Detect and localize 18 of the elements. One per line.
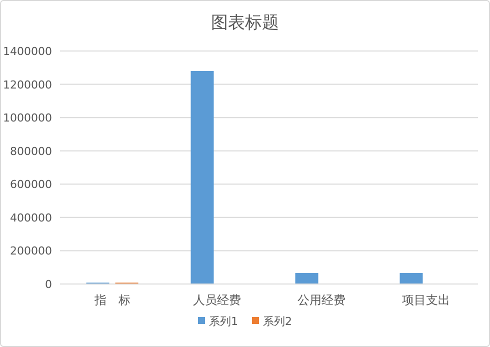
x-tick-label: 公用经费 xyxy=(297,293,346,307)
y-tick-label: 600000 xyxy=(10,178,52,192)
y-tick-label: 800000 xyxy=(10,144,52,158)
x-tick-label: 指 标 xyxy=(93,293,130,307)
y-tick-label: 1400000 xyxy=(3,45,52,58)
y-tick-label: 200000 xyxy=(10,244,52,258)
y-tick-label: 400000 xyxy=(10,211,52,224)
y-tick-label: 1200000 xyxy=(3,78,52,92)
bar xyxy=(190,70,214,284)
x-tick-label: 项目支出 xyxy=(402,293,450,307)
bar xyxy=(295,273,318,284)
y-tick-label: 0 xyxy=(45,278,52,291)
y-tick-label: 1000000 xyxy=(3,112,52,125)
chart-title: 图表标题 xyxy=(211,13,279,33)
x-tick-label: 人员经费 xyxy=(192,293,241,307)
bar xyxy=(400,273,423,284)
legend-label: 系列2 xyxy=(263,315,292,328)
legend-label: 系列1 xyxy=(209,315,238,328)
